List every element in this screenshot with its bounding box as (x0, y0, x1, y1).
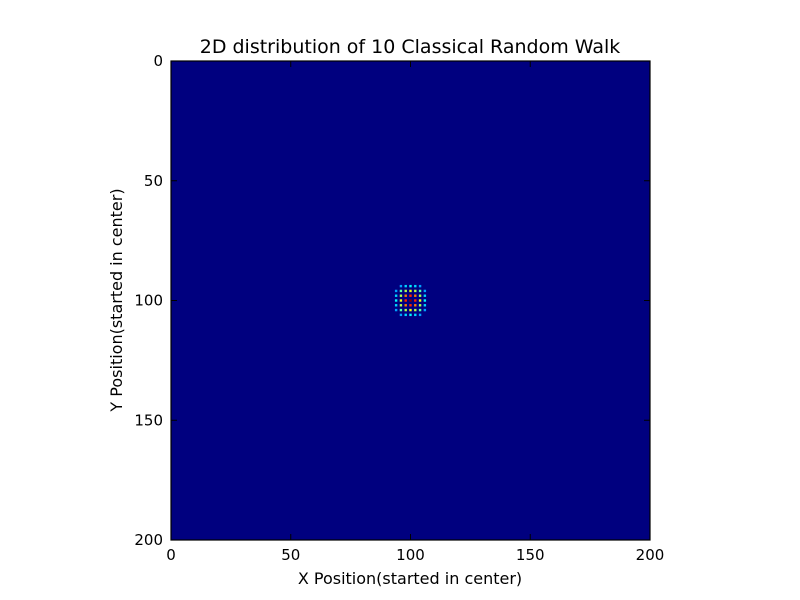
x-tick-label: 150 (516, 546, 545, 564)
heatmap-cell (394, 294, 398, 297)
chart-title: 2D distribution of 10 Classical Random W… (200, 36, 621, 58)
heatmap-cell (418, 299, 422, 302)
heatmap-cell (404, 313, 407, 317)
heatmap-cell (414, 304, 417, 307)
heatmap-cell (409, 294, 412, 297)
heatmap-cell (399, 299, 403, 302)
heatmap-cell (399, 294, 403, 297)
heatmap-cell (423, 299, 427, 302)
y-tick-label: 100 (134, 292, 163, 310)
y-axis: 0 50 100 150 200 (134, 52, 650, 549)
heatmap-cell (409, 308, 412, 312)
heatmap-cell (414, 284, 417, 288)
heatmap-cell (399, 289, 403, 293)
heatmap-cell (409, 299, 412, 302)
heatmap-cell (423, 308, 427, 312)
x-tick-label: 200 (636, 546, 665, 564)
heatmap-cell (394, 304, 398, 307)
heatmap-cell (394, 299, 398, 302)
heatmap-cell (414, 289, 417, 293)
heatmap-cell (409, 289, 412, 293)
x-axis: 0 50 100 150 200 (166, 61, 664, 564)
heatmap-cell (418, 313, 422, 317)
heatmap-cell (409, 304, 412, 307)
heatmap-cell (423, 289, 427, 293)
heatmap-cell (409, 313, 412, 317)
y-axis-title: Y Position(started in center) (107, 188, 126, 412)
heatmap-cell (404, 294, 407, 297)
heatmap-cell (394, 308, 398, 312)
heatmap-cell (414, 308, 417, 312)
heatmap-cell (418, 294, 422, 297)
heatmap-cells (394, 284, 427, 317)
heatmap-cell (414, 299, 417, 302)
heatmap-cell (409, 284, 412, 288)
plot-area (170, 60, 651, 541)
heatmap-cell (399, 308, 403, 312)
heatmap-cell (404, 304, 407, 307)
x-tick-label: 100 (396, 546, 425, 564)
heatmap-cell (418, 284, 422, 288)
x-axis-title: X Position(started in center) (298, 569, 522, 588)
x-tick-label: 0 (166, 546, 176, 564)
heatmap-cell (404, 289, 407, 293)
heatmap-cell (418, 304, 422, 307)
y-tick-label: 50 (144, 172, 163, 190)
heatmap-cell (394, 289, 398, 293)
heatmap-cell (399, 284, 403, 288)
heatmap-cell (423, 304, 427, 307)
heatmap-cell (399, 313, 403, 317)
heatmap-cell (404, 308, 407, 312)
y-tick-label: 0 (153, 52, 163, 70)
heatmap-cell (414, 313, 417, 317)
heatmap-cell (423, 294, 427, 297)
heatmap-cell (404, 284, 407, 288)
heatmap-cell (399, 304, 403, 307)
y-tick-label: 150 (134, 411, 163, 429)
x-tick-label: 50 (281, 546, 300, 564)
heatmap-cell (418, 308, 422, 312)
heatmap-cell (414, 294, 417, 297)
y-tick-label: 200 (134, 531, 163, 549)
heatmap-cell (404, 299, 407, 302)
heatmap-cell (418, 289, 422, 293)
